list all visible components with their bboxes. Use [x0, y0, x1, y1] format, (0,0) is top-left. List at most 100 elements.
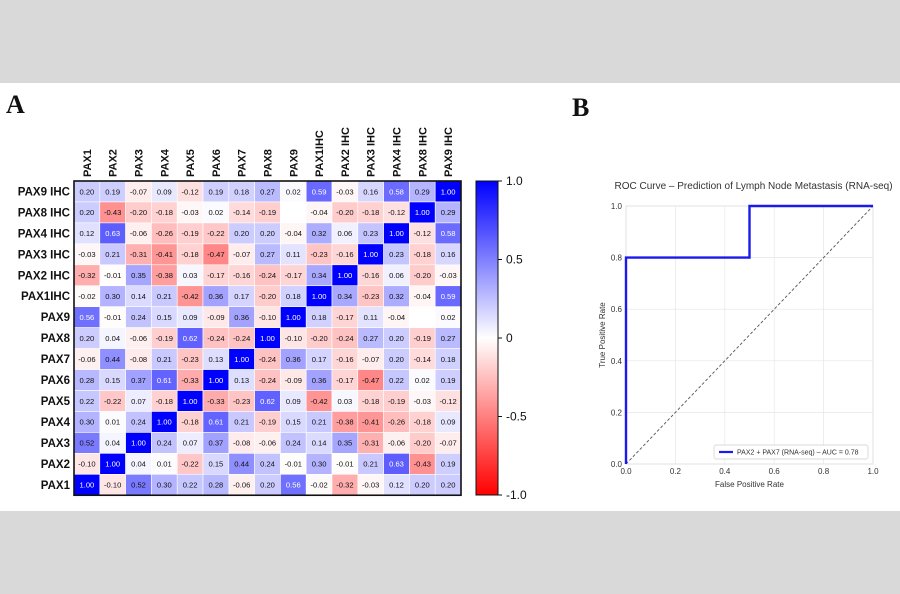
heatmap-cell-label: 0.32 — [389, 292, 404, 301]
heatmap-cell-label: 0.02 — [441, 313, 456, 322]
heatmap-cell-label: -0.26 — [388, 418, 405, 427]
heatmap-cell-label: 0.62 — [183, 334, 198, 343]
heatmap-cell-label: 1.00 — [183, 397, 198, 406]
heatmap-cell-label: 0.04 — [131, 460, 146, 469]
heatmap-cell-label: -0.20 — [130, 208, 147, 217]
heatmap-cell-label: 0.30 — [80, 418, 95, 427]
heatmap-cell-label: 0.16 — [441, 250, 456, 259]
heatmap-cell-label: -0.20 — [310, 334, 327, 343]
roc-y-tick-label: 0.2 — [611, 408, 623, 417]
heatmap-row-label: PAX9 IHC — [18, 186, 70, 198]
heatmap-cell-label: 0.52 — [80, 439, 95, 448]
heatmap-cell-label: -0.31 — [130, 250, 147, 259]
heatmap-cell-label: 0.20 — [389, 334, 404, 343]
heatmap-cell — [409, 306, 436, 328]
roc-y-tick-label: 0.4 — [611, 357, 623, 366]
heatmap-cell-label: 1.00 — [363, 250, 378, 259]
heatmap-cell-label: 0.61 — [157, 376, 172, 385]
heatmap-cell-label: 0.44 — [234, 460, 249, 469]
heatmap-row-label: PAX7 — [41, 354, 70, 366]
heatmap-cell-label: -0.03 — [336, 187, 353, 196]
heatmap-cell-label: 1.00 — [157, 418, 172, 427]
heatmap-column-label: PAX6 — [211, 149, 223, 177]
heatmap-cell-label: 0.16 — [363, 187, 378, 196]
heatmap-cell-label: 0.27 — [260, 187, 275, 196]
heatmap-cell-label: 0.35 — [338, 439, 353, 448]
heatmap-cell-label: -0.24 — [259, 376, 276, 385]
heatmap-cell-label: 0.01 — [157, 460, 172, 469]
heatmap-column-label: PAX8 — [263, 149, 275, 177]
heatmap-cell-label: -0.03 — [439, 271, 456, 280]
heatmap-column-label: PAX3 — [134, 149, 146, 177]
heatmap-cell-label: -0.10 — [259, 313, 276, 322]
roc-x-axis-label: False Positive Rate — [715, 480, 784, 489]
roc-y-tick-label: 0.8 — [611, 254, 623, 263]
heatmap-cell-label: -0.10 — [104, 481, 121, 490]
heatmap-cell-label: -0.18 — [181, 250, 198, 259]
roc-x-tick-label: 0.6 — [769, 467, 781, 476]
roc-legend-label: PAX2 + PAX7 (RNA-seq) – AUC = 0.78 — [737, 450, 859, 457]
heatmap-cell-label: -0.41 — [156, 250, 173, 259]
heatmap-cell-label: -0.07 — [439, 439, 456, 448]
colorbar-tick-label: 0 — [506, 331, 513, 345]
heatmap-cell-label: 0.62 — [260, 397, 275, 406]
heatmap-cell-label: -0.12 — [439, 397, 456, 406]
heatmap-cell-label: -0.14 — [414, 355, 431, 364]
roc-title: ROC Curve – Prediction of Lymph Node Met… — [614, 181, 892, 192]
heatmap-cell-label: 0.09 — [157, 187, 172, 196]
heatmap-cell-label: 1.00 — [234, 355, 249, 364]
heatmap-row-label: PAX1 — [41, 480, 71, 492]
heatmap-cell-label: 0.23 — [389, 250, 404, 259]
heatmap-cell-label: -0.04 — [388, 313, 405, 322]
heatmap-column-label: PAX1IHC — [314, 130, 326, 177]
heatmap-cell-label: 0.63 — [389, 460, 404, 469]
heatmap-cell-label: 0.04 — [105, 439, 120, 448]
heatmap-cell-label: -0.01 — [285, 460, 302, 469]
heatmap-cell-label: 1.00 — [209, 376, 224, 385]
heatmap-cell-label: 1.00 — [131, 439, 146, 448]
heatmap-cell-label: 1.00 — [260, 334, 275, 343]
heatmap-cell-label: 0.63 — [105, 229, 120, 238]
heatmap-cell-label: -0.33 — [207, 397, 224, 406]
heatmap-column-label: PAX7 — [237, 149, 249, 177]
colorbar-tick-label: -0.5 — [506, 410, 527, 424]
heatmap-cell-label: 0.27 — [260, 250, 275, 259]
heatmap-cell-label: 0.11 — [364, 313, 378, 322]
heatmap-cell-label: 0.22 — [183, 481, 198, 490]
heatmap-cell-label: 0.13 — [234, 376, 249, 385]
heatmap-cell-label: 0.09 — [183, 313, 198, 322]
heatmap-cell-label: 0.06 — [389, 271, 404, 280]
heatmap-cell-label: 0.37 — [131, 376, 146, 385]
heatmap-cell-label: 0.14 — [131, 292, 146, 301]
heatmap-cell-label: -0.07 — [233, 250, 250, 259]
heatmap-cell-label: 0.58 — [441, 229, 456, 238]
heatmap-cell-label: -0.04 — [285, 229, 302, 238]
heatmap-cell-label: 0.27 — [363, 334, 378, 343]
heatmap-cell-label: -0.23 — [362, 292, 379, 301]
roc-x-tick-label: 0.0 — [620, 467, 632, 476]
heatmap-cell-label: 0.21 — [363, 460, 378, 469]
heatmap-cell-label: -0.16 — [362, 271, 379, 280]
colorbar-tick-label: 1.0 — [506, 174, 523, 188]
heatmap-cell-label: 0.09 — [441, 418, 456, 427]
heatmap-cell-label: 0.56 — [286, 481, 301, 490]
heatmap-cell-label: 0.03 — [338, 397, 353, 406]
heatmap-cell-label: 1.00 — [338, 271, 353, 280]
heatmap-cell-label: -0.24 — [207, 334, 224, 343]
heatmap-row-label: PAX2 — [41, 459, 70, 471]
heatmap-cell-label: 0.19 — [209, 187, 224, 196]
heatmap-cell-label: -0.18 — [414, 250, 431, 259]
heatmap-cell-label: 0.32 — [312, 229, 327, 238]
roc-legend-box — [713, 444, 869, 460]
heatmap-row-label: PAX9 — [41, 312, 70, 324]
heatmap-cell-label: 0.20 — [441, 481, 456, 490]
heatmap-cell-label: -0.14 — [233, 208, 250, 217]
heatmap-column-label: PAX2 IHC — [340, 127, 352, 177]
heatmap-cell-label: -0.02 — [78, 292, 95, 301]
heatmap-cell-label: -0.12 — [414, 229, 431, 238]
heatmap-cell-label: 0.18 — [441, 355, 456, 364]
heatmap-cell-label: -0.19 — [156, 334, 173, 343]
colorbar-tick-label: -1.0 — [506, 488, 527, 502]
heatmap-cell-label: 0.15 — [105, 376, 120, 385]
heatmap-row-label: PAX4 IHC — [18, 228, 70, 240]
